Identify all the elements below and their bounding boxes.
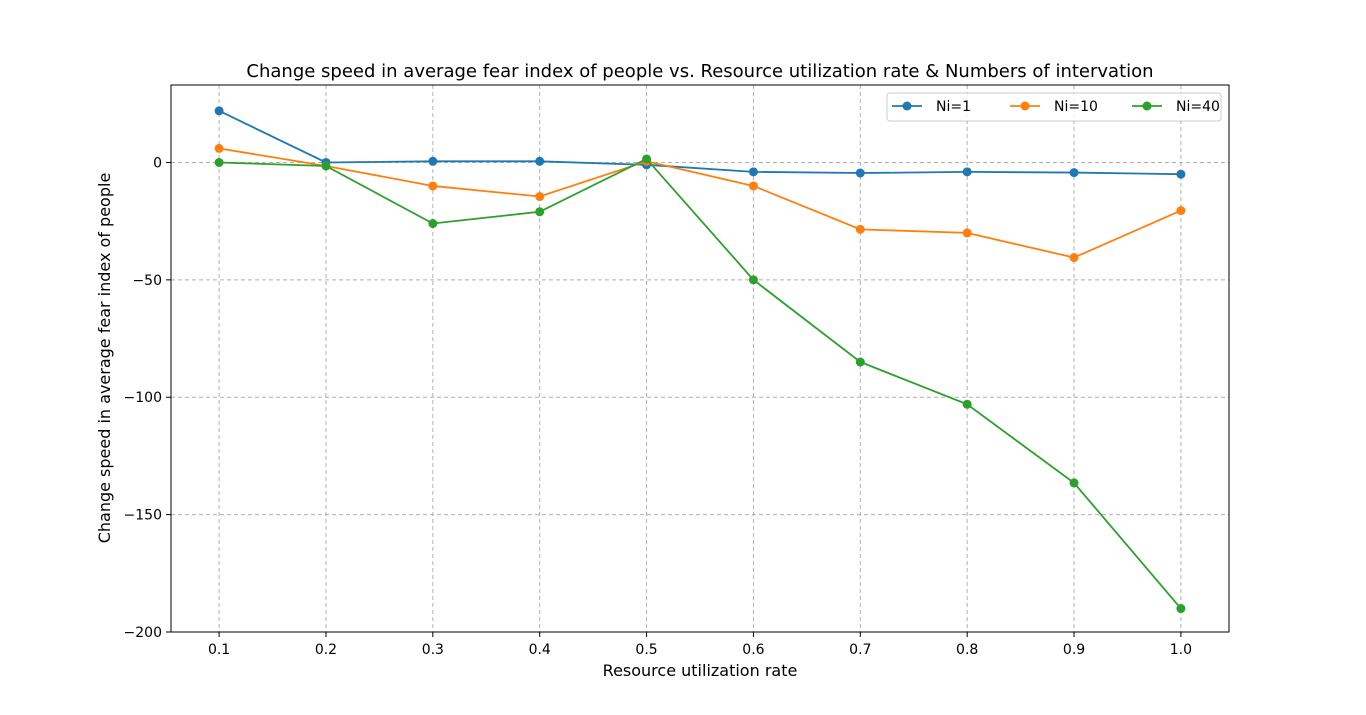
x-tick-label: 0.1 <box>208 642 230 658</box>
x-tick-label: 0.6 <box>742 642 764 658</box>
data-point <box>428 219 438 229</box>
y-axis-label: Change speed in average fear index of pe… <box>95 173 114 544</box>
legend-entry: Ni=10 <box>1010 99 1098 115</box>
legend-label: Ni=40 <box>1176 99 1220 115</box>
x-tick-label: 0.2 <box>315 642 337 658</box>
data-point <box>321 161 331 171</box>
data-point <box>1069 253 1079 263</box>
data-point <box>214 143 224 153</box>
x-tick-label: 0.4 <box>529 642 551 658</box>
legend-label: Ni=1 <box>936 99 971 115</box>
data-point <box>1069 478 1079 488</box>
x-tick-label: 0.8 <box>956 642 978 658</box>
axis-ticks: 0.1 0.2 0.3 0.4 0.5 0.6 0.7 0.8 0.9 1.0 0 −50 −100 −1… <box>124 155 1192 658</box>
legend-entry: Ni=40 <box>1132 99 1220 115</box>
x-axis-label: Resource utilization rate <box>603 661 798 680</box>
data-point <box>855 357 865 367</box>
x-tick-label: 0.9 <box>1063 642 1085 658</box>
x-tick-label: 0.7 <box>849 642 871 658</box>
data-point <box>962 399 972 409</box>
data-point <box>962 167 972 177</box>
x-tick-label: 0.3 <box>422 642 444 658</box>
y-tick-label: −150 <box>124 508 162 524</box>
x-tick-label: 1.0 <box>1170 642 1192 658</box>
legend-label: Ni=10 <box>1054 99 1098 115</box>
series-line <box>218 147 1182 259</box>
data-point <box>748 275 758 285</box>
chart-title: Change speed in average fear index of pe… <box>246 61 1153 82</box>
y-tick-label: −200 <box>124 625 162 641</box>
data-point <box>214 157 224 167</box>
data-point <box>855 168 865 178</box>
data-point <box>962 228 972 238</box>
data-point <box>1176 604 1186 614</box>
data-point <box>748 181 758 191</box>
data-point <box>428 156 438 166</box>
data-point <box>1176 169 1186 179</box>
legend-box <box>886 92 1222 122</box>
series-line <box>218 110 1181 176</box>
y-tick-label: −100 <box>124 390 162 406</box>
plot-area-frame <box>170 84 1230 633</box>
data-point <box>535 192 545 202</box>
legend-marker <box>1020 101 1030 111</box>
data-point <box>535 207 545 217</box>
x-tick-label: 0.5 <box>635 642 657 658</box>
data-point <box>1176 206 1186 216</box>
y-tick-label: 0 <box>153 155 162 171</box>
data-point <box>428 181 438 191</box>
legend: Ni=1 Ni=10 Ni=40 <box>886 92 1222 122</box>
data-point <box>1069 168 1079 178</box>
data-point <box>214 106 224 116</box>
legend-marker <box>902 101 912 111</box>
data-point <box>642 154 652 164</box>
data-point <box>535 156 545 166</box>
data-point <box>855 224 865 234</box>
legend-marker <box>1142 101 1152 111</box>
legend-entry: Ni=1 <box>892 99 971 115</box>
series-group <box>214 106 1186 614</box>
y-tick-label: −50 <box>132 273 162 289</box>
series-line <box>219 157 1182 610</box>
data-point <box>748 167 758 177</box>
series-ni-40 <box>214 154 1186 614</box>
